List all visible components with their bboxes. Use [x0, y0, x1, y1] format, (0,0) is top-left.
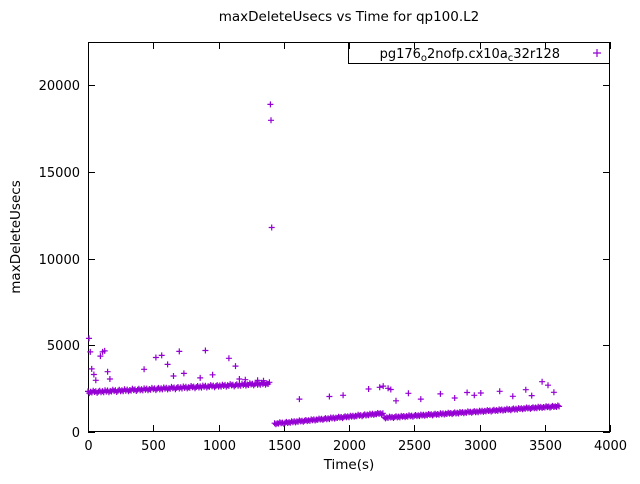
chart-title: maxDeleteUsecs vs Time for qp100.L2	[219, 9, 480, 25]
y-tick-label: 0	[72, 426, 80, 441]
y-axis-label: maxDeleteUsecs	[8, 180, 24, 293]
x-tick-label: 2500	[398, 439, 431, 454]
y-tick-label: 15000	[39, 166, 80, 181]
x-tick-label: 2000	[333, 439, 366, 454]
y-tick-label: 5000	[47, 339, 80, 354]
y-tick-label: 20000	[39, 79, 80, 94]
x-tick-label: 0	[84, 439, 92, 454]
y-axis-ticks: 0 5000 10000 15000 20000	[39, 79, 610, 441]
x-tick-label: 1000	[203, 439, 236, 454]
legend-marker-plus	[593, 49, 601, 57]
plot-border	[88, 42, 610, 432]
x-tick-label: 500	[141, 439, 166, 454]
x-tick-label: 1500	[268, 439, 301, 454]
series-points	[85, 101, 563, 428]
x-tick-label: 3500	[529, 439, 562, 454]
x-tick-label: 4000	[594, 439, 627, 454]
x-tick-label: 3000	[464, 439, 497, 454]
legend: pg176o2nofp.cx10ac32r128	[348, 42, 610, 64]
y-tick-label: 10000	[39, 253, 80, 268]
legend-box	[348, 42, 610, 64]
legend-label: pg176o2nofp.cx10ac32r128	[380, 47, 560, 64]
x-axis-label: Time(s)	[323, 457, 375, 473]
series-layer	[85, 101, 563, 428]
x-axis-ticks: 0 500 1000 1500 2000 2500 3000 3500 4000	[84, 42, 627, 454]
